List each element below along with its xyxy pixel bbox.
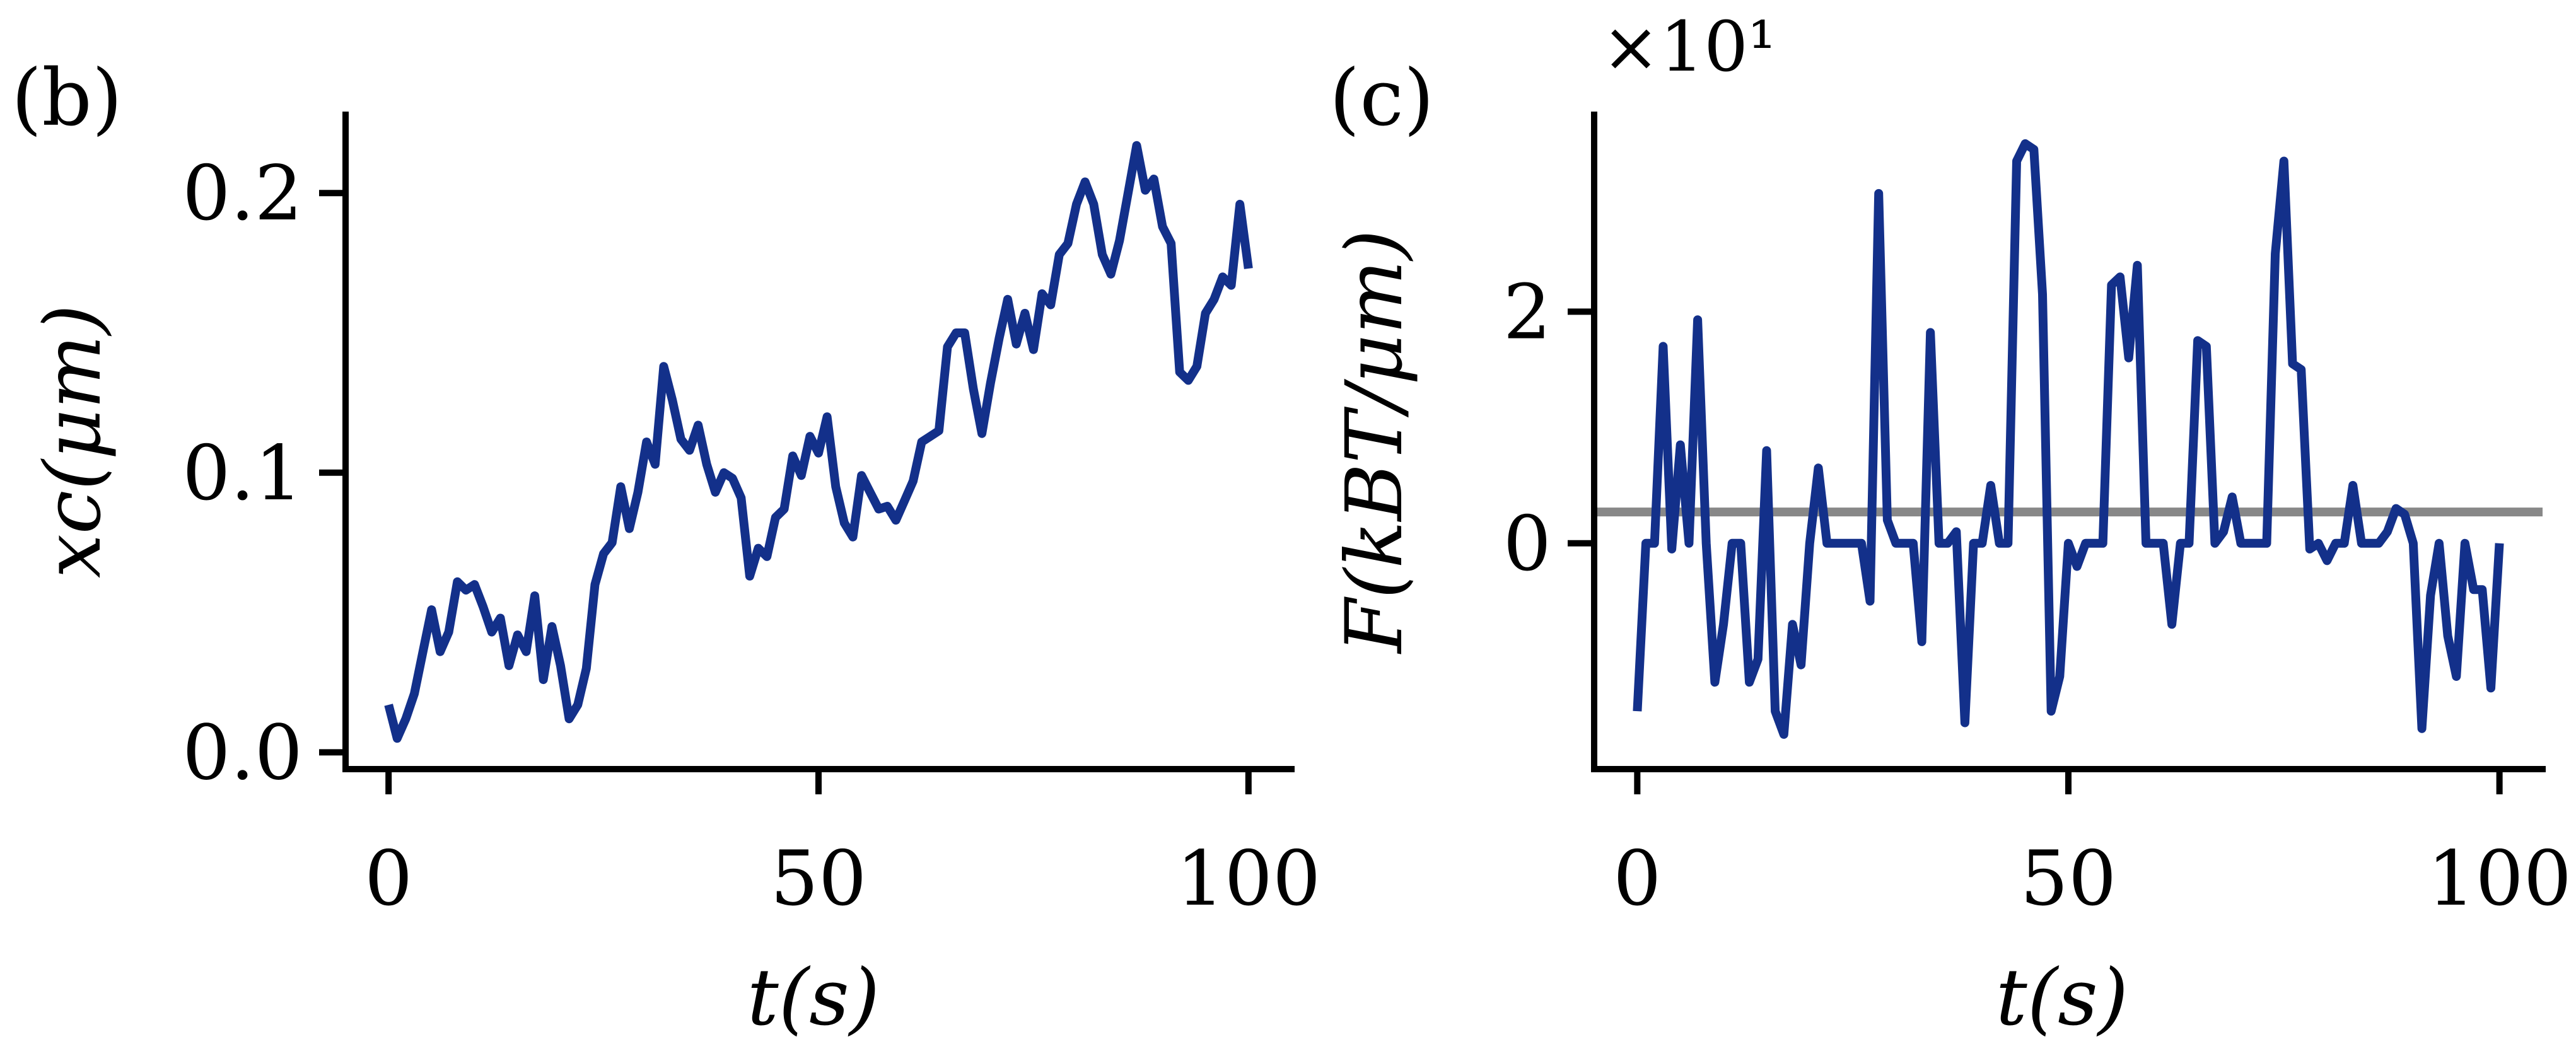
panel-b-ticks: 0 50 100 0.0 0.1 0.2 (182, 150, 1320, 923)
panel-b-y-axis-label: xc(μm) (28, 304, 119, 578)
y-tick-label: 0.1 (182, 430, 303, 518)
y-tick-label: 0 (1503, 501, 1551, 588)
panel-c-scale-multiplier: ×10¹ (1602, 6, 1776, 87)
x-tick-label: 0 (1613, 835, 1661, 923)
panel-c-y-axis-label: F(kBT/μm) (1329, 229, 1420, 654)
y-tick-label: 2 (1503, 269, 1551, 356)
x-tick-label: 100 (1176, 835, 1320, 923)
series-line-0 (384, 141, 1253, 743)
panel-c-ticks: 0 50 100 0 2 (1503, 269, 2572, 923)
y-tick-label: 0.2 (182, 150, 303, 238)
y-tick-label: 0.0 (182, 709, 303, 797)
x-tick-label: 100 (2427, 835, 2572, 923)
series-line-0 (1633, 139, 2504, 739)
panel-b: (b) 0 50 100 0.0 0.1 0.2 t(s) xc(μm) (11, 53, 1320, 1043)
panel-c: (c) ×10¹ 0 50 100 0 2 t(s) F(kBT/μm) (1329, 6, 2572, 1043)
x-tick-label: 50 (2020, 835, 2117, 923)
x-tick-label: 0 (364, 835, 412, 923)
panel-label-c: (c) (1329, 53, 1434, 144)
x-tick-label: 50 (771, 835, 867, 923)
panel-b-marks (384, 141, 1253, 743)
panel-c-x-axis-label: t(s) (1996, 953, 2128, 1043)
panel-c-marks (1594, 139, 2543, 739)
panel-label-b: (b) (11, 53, 122, 144)
panel-b-x-axis-label: t(s) (747, 953, 880, 1043)
